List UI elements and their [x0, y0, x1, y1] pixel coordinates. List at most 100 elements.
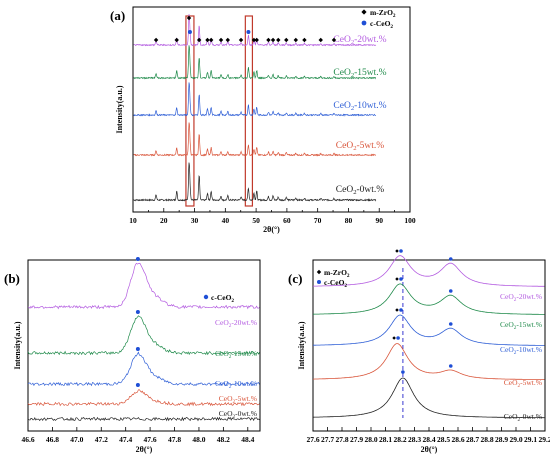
- plot-frame: [27, 259, 261, 432]
- panel-label: (a): [110, 8, 125, 23]
- x-tick-label: 47.6: [144, 435, 157, 444]
- x-tick-label: 28.4: [422, 435, 435, 444]
- legend-circle-icon: [317, 280, 321, 284]
- series-label: CeO2-10wt.%: [215, 379, 257, 390]
- ceo2-marker: [401, 370, 405, 374]
- series-line: [27, 351, 260, 387]
- legend-label: m-ZrO2: [324, 268, 350, 279]
- zro2-marker: [186, 15, 192, 21]
- zro2-marker: [153, 37, 159, 43]
- series-label: CeO2-0wt.%: [219, 409, 257, 420]
- series-label: CeO2-20wt.%: [333, 35, 386, 46]
- series-line: [313, 255, 545, 287]
- x-tick-label: 47.0: [70, 435, 83, 444]
- series-line: [313, 377, 545, 419]
- x-tick-label: 30: [191, 216, 199, 225]
- x-tick-label: 28.6: [451, 435, 464, 444]
- x-tick-label: 80: [345, 216, 353, 225]
- x-tick-label: 20: [160, 216, 168, 225]
- ceo2-marker: [448, 289, 453, 293]
- x-tick-label: 48.0: [192, 435, 205, 444]
- series-line: [27, 262, 260, 310]
- zro2-marker: [225, 37, 230, 43]
- panel-label: (c): [288, 271, 302, 286]
- zro2-marker: [392, 336, 396, 340]
- x-tick-label: 90: [375, 216, 383, 225]
- ceo2-marker: [448, 364, 453, 368]
- x-tick-label: 28.9: [495, 435, 508, 444]
- zro2-marker: [395, 308, 399, 312]
- ceo2-marker: [399, 308, 403, 312]
- series-label: CeO2-15wt.%: [215, 349, 257, 360]
- series-line: [313, 283, 545, 315]
- x-tick-label: 28.3: [408, 435, 421, 444]
- zro2-marker: [395, 277, 399, 281]
- zro2-marker: [270, 37, 276, 43]
- ceo2-marker: [135, 257, 140, 261]
- series-label: CeO2-0wt.%: [336, 185, 385, 196]
- y-axis-label: Intensity(a.u.): [13, 321, 22, 369]
- legend-circle-icon: [203, 294, 209, 300]
- zro2-marker: [395, 249, 399, 253]
- ceo2-marker: [399, 277, 403, 281]
- series-line: [133, 82, 376, 117]
- series-line: [133, 122, 376, 157]
- x-tick-label: 28.5: [437, 435, 450, 444]
- series-label: CeO2-5wt.%: [219, 394, 257, 405]
- series-label: CeO2-15wt.%: [333, 68, 386, 79]
- series-label: CeO2-5wt.%: [504, 378, 542, 389]
- x-tick-label: 47.2: [95, 435, 108, 444]
- zro2-marker: [251, 37, 257, 43]
- x-tick-label: 28.2: [393, 435, 406, 444]
- zro2-marker: [331, 37, 337, 43]
- zro2-marker: [208, 37, 214, 43]
- zro2-marker: [266, 37, 271, 43]
- x-tick-label: 40: [222, 216, 230, 225]
- zro2-marker: [284, 37, 289, 43]
- zro2-marker: [302, 37, 307, 43]
- panel-b: (b) 46.6 46.8 47.0 47.2 47.4 47.6 47.8 48.0 48.2 4…: [4, 257, 261, 454]
- ceo2-marker: [246, 30, 251, 34]
- ceo2-marker: [448, 322, 453, 326]
- x-tick-label: 28.0: [364, 435, 377, 444]
- legend-label: c-CeO2: [324, 278, 347, 289]
- panel-c: (c)27.6 27.7 27.8 27.9 28.0 28.1 28.2 28.3 28.4 2…: [288, 249, 550, 454]
- panel-a: (a) 10 20 30 40 50 60 70 80 90 100 2θ(°) Intensity(a…: [110, 6, 416, 234]
- ceo2-marker: [187, 30, 192, 34]
- x-tick-label: 47.4: [119, 435, 132, 444]
- x-tick-label: 46.6: [21, 435, 34, 444]
- x-tick-label: 27.9: [350, 435, 363, 444]
- zro2-marker: [293, 37, 299, 43]
- series-label: CeO2-0wt.%: [504, 412, 542, 423]
- series-line: [313, 343, 545, 380]
- ceo2-marker: [396, 336, 400, 340]
- x-tick-label: 29.2: [538, 435, 550, 444]
- series-label: CeO2-10wt.%: [500, 345, 542, 356]
- x-tick-label: 100: [404, 216, 416, 225]
- legend-label: c-CeO2: [370, 19, 393, 30]
- x-tick-label: 29.1: [524, 435, 537, 444]
- x-axis-label: 2θ(°): [136, 445, 153, 454]
- zro2-marker: [196, 37, 202, 43]
- series-label: CeO2-20wt.%: [215, 318, 257, 329]
- ceo2-marker: [399, 249, 403, 253]
- legend-label: m-ZrO2: [370, 8, 396, 19]
- series-label: CeO2-15wt.%: [500, 320, 542, 331]
- series-line: [133, 162, 377, 202]
- x-tick-label: 70: [314, 216, 322, 225]
- series-line: [133, 14, 377, 47]
- x-tick-label: 27.7: [321, 435, 334, 444]
- ceo2-marker: [135, 383, 140, 387]
- series-line: [313, 314, 545, 346]
- y-axis-label: Intensity(a.u.): [115, 85, 124, 133]
- series-label: CeO2-5wt.%: [336, 141, 385, 152]
- series-line: [27, 315, 260, 356]
- ceo2-marker: [135, 310, 140, 314]
- zro2-marker: [218, 37, 224, 43]
- x-tick-label: 10: [129, 216, 137, 225]
- legend-diamond-icon: [316, 269, 322, 275]
- zro2-marker: [318, 37, 323, 43]
- x-tick-label: 29.0: [509, 435, 522, 444]
- x-tick-label: 28.7: [466, 435, 479, 444]
